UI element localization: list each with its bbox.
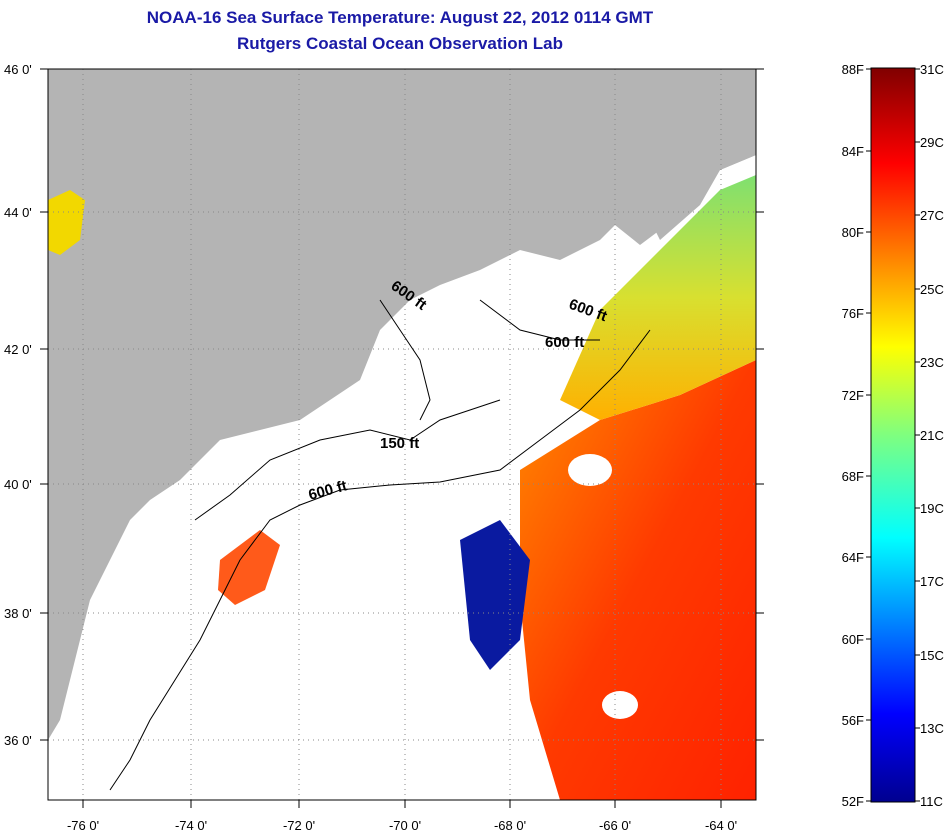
lon-label: -64 0' [705, 818, 737, 833]
colorbar-label-f: 60F [842, 632, 864, 647]
lon-label: -74 0' [175, 818, 207, 833]
lat-label: 46 0' [4, 62, 32, 77]
slope-water-region [460, 520, 530, 670]
colorbar-ticks [866, 68, 920, 802]
colorbar-label-f: 84F [842, 144, 864, 159]
graticule [48, 69, 756, 800]
colorbar-label-f: 56F [842, 713, 864, 728]
shelf-water-region [560, 175, 756, 420]
colorbar-label-f: 64F [842, 550, 864, 565]
cloud-patch [568, 454, 612, 486]
contour-label: 150 ft [380, 435, 419, 452]
colorbar-label-c: 21C [920, 428, 944, 443]
lon-label: -72 0' [283, 818, 315, 833]
map-subtitle: Rutgers Coastal Ocean Observation Lab [237, 34, 563, 53]
lon-label: -66 0' [599, 818, 631, 833]
colorbar-label-c: 29C [920, 135, 944, 150]
colorbar-label-f: 72F [842, 388, 864, 403]
colorbar-label-c: 27C [920, 208, 944, 223]
lat-label: 44 0' [4, 205, 32, 220]
colorbar-label-f: 76F [842, 306, 864, 321]
map-title: NOAA-16 Sea Surface Temperature: August … [146, 8, 654, 27]
nova-scotia [600, 95, 756, 245]
colorbar-label-c: 11C [920, 794, 943, 809]
colorbar-label-f: 52F [842, 794, 864, 809]
land-mass [48, 69, 756, 740]
lat-label: 40 0' [4, 477, 32, 492]
cloud-patch [602, 691, 638, 719]
lon-label: -68 0' [494, 818, 526, 833]
colorbar-label-c: 15C [920, 648, 944, 663]
colorbar-label-f: 68F [842, 469, 864, 484]
colorbar-label-c: 25C [920, 282, 944, 297]
lat-label: 36 0' [4, 733, 32, 748]
inland-water-patch [48, 190, 85, 255]
colorbar-label-c: 17C [920, 574, 944, 589]
colorbar-label-c: 31C [920, 62, 944, 77]
map-frame [47, 68, 757, 801]
warm-eddy [218, 530, 280, 605]
depth-contours [109, 299, 651, 791]
axis-ticks [40, 68, 764, 808]
colorbar-label-c: 13C [920, 721, 944, 736]
colorbar [870, 67, 916, 803]
lat-label: 38 0' [4, 606, 32, 621]
colorbar-label-f: 88F [842, 62, 864, 77]
colorbar-label-f: 80F [842, 225, 864, 240]
colorbar-label-c: 23C [920, 355, 944, 370]
lat-label: 42 0' [4, 342, 32, 357]
contour-label: 600 ft [545, 334, 584, 351]
colorbar-label-c: 19C [920, 501, 944, 516]
lon-label: -76 0' [67, 818, 99, 833]
lon-label: -70 0' [389, 818, 421, 833]
